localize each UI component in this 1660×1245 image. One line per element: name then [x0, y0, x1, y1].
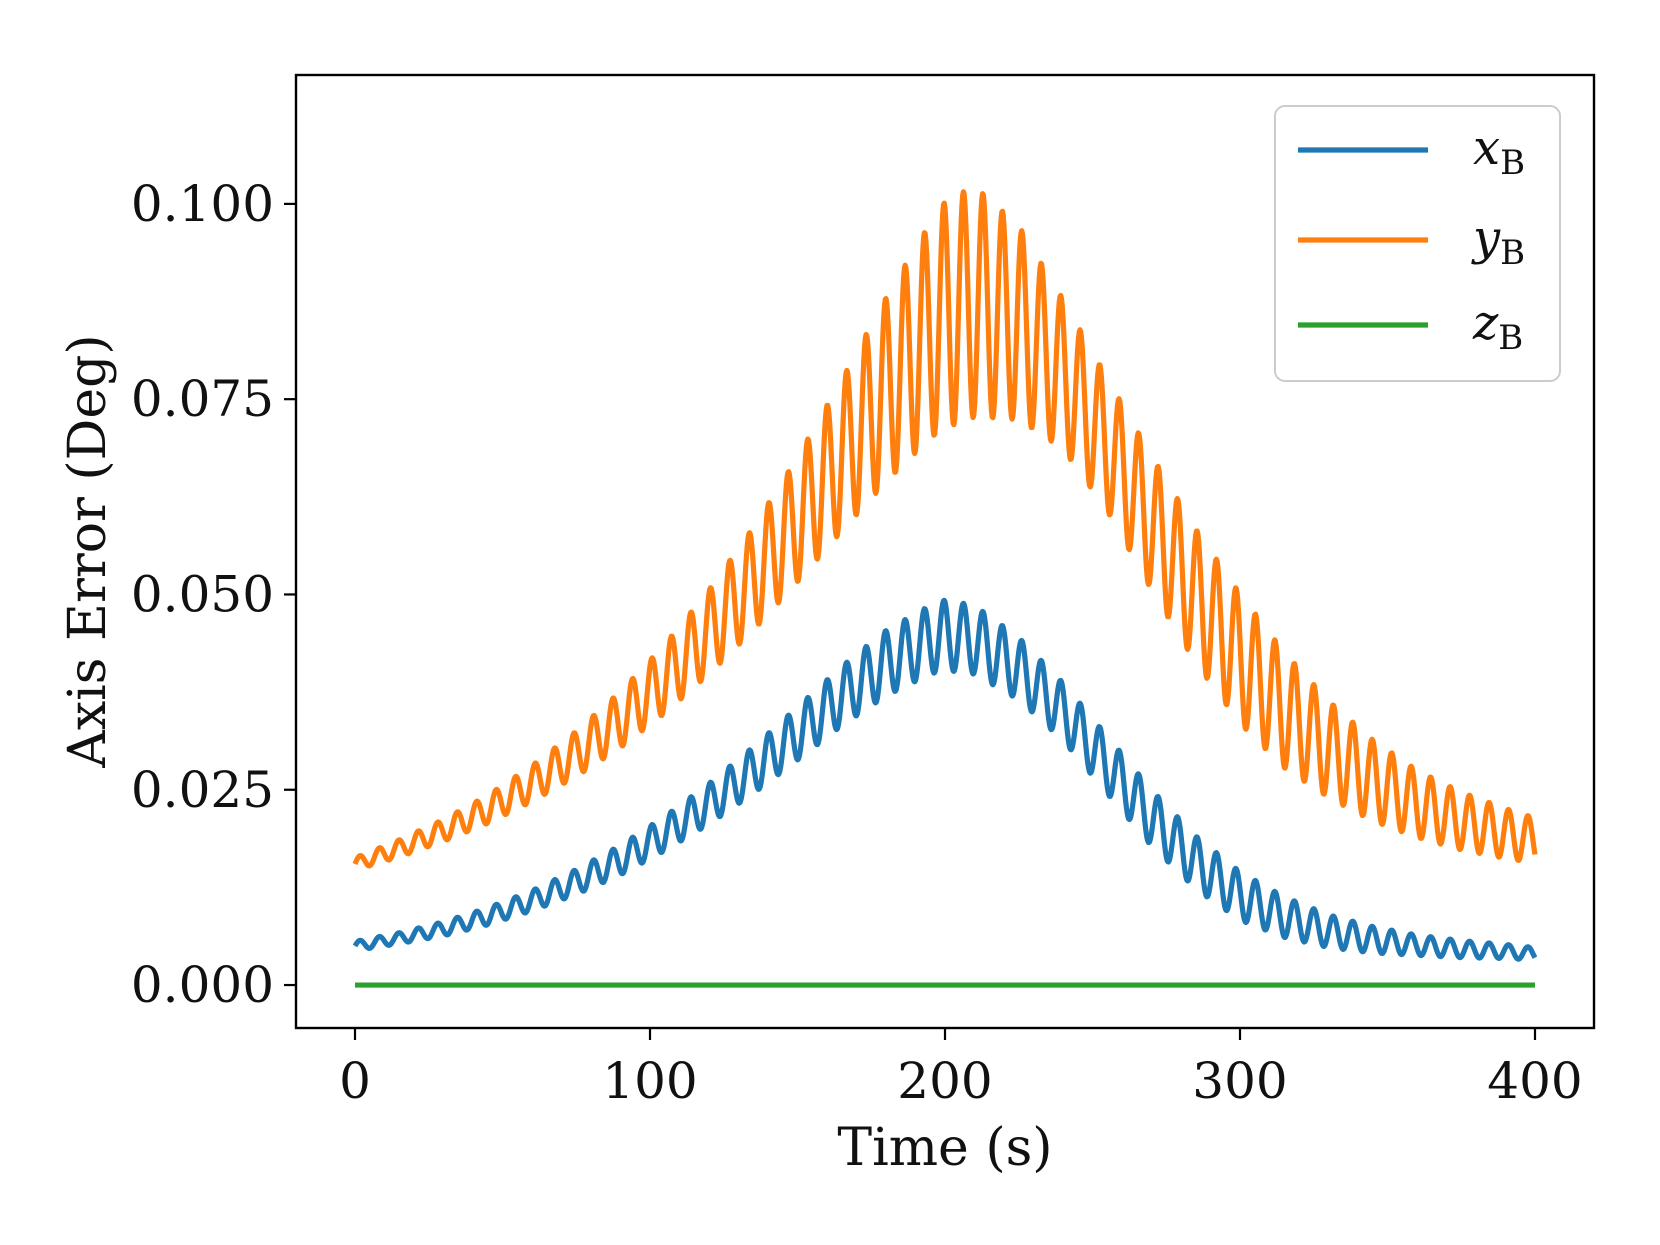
y-tick-label: 0.075	[131, 370, 274, 428]
x-tick-label: 400	[1487, 1052, 1582, 1110]
x-axis-label: Time (s)	[837, 1118, 1052, 1178]
legend-label-subscript: B	[1498, 318, 1523, 358]
legend-label-x-B: xB	[1473, 120, 1525, 183]
y-tick-label: 0.025	[131, 761, 274, 819]
x-tick-label: 0	[339, 1052, 371, 1110]
y-tick-label: 0.000	[131, 956, 274, 1014]
x-tick-label: 300	[1192, 1052, 1287, 1110]
y-tick-label: 0.050	[131, 565, 274, 623]
y-axis-label: Axis Error (Deg)	[58, 334, 118, 768]
legend-label-symbol: y	[1471, 210, 1501, 266]
tick-layer: 0 100 200 300 400 0.000 0.025 0.050 0.075 0.100	[131, 175, 1583, 1110]
legend-label-symbol: x	[1473, 120, 1500, 176]
legend-frame	[1274, 105, 1561, 382]
legend-label-y-B: yB	[1471, 210, 1525, 273]
series-line-y-B	[352, 189, 1538, 869]
series-layer	[352, 189, 1538, 988]
x-tick-label: 200	[897, 1052, 992, 1110]
x-tick-label: 100	[602, 1052, 697, 1110]
legend-label-symbol: z	[1472, 295, 1499, 351]
legend-label-subscript: B	[1500, 233, 1525, 273]
plot-frame	[294, 73, 1596, 1030]
legend-label-subscript: B	[1500, 143, 1525, 183]
legend-label-z-B: zB	[1472, 295, 1523, 358]
y-tick-label: 0.100	[131, 175, 274, 233]
series-line-x-B	[352, 597, 1538, 962]
